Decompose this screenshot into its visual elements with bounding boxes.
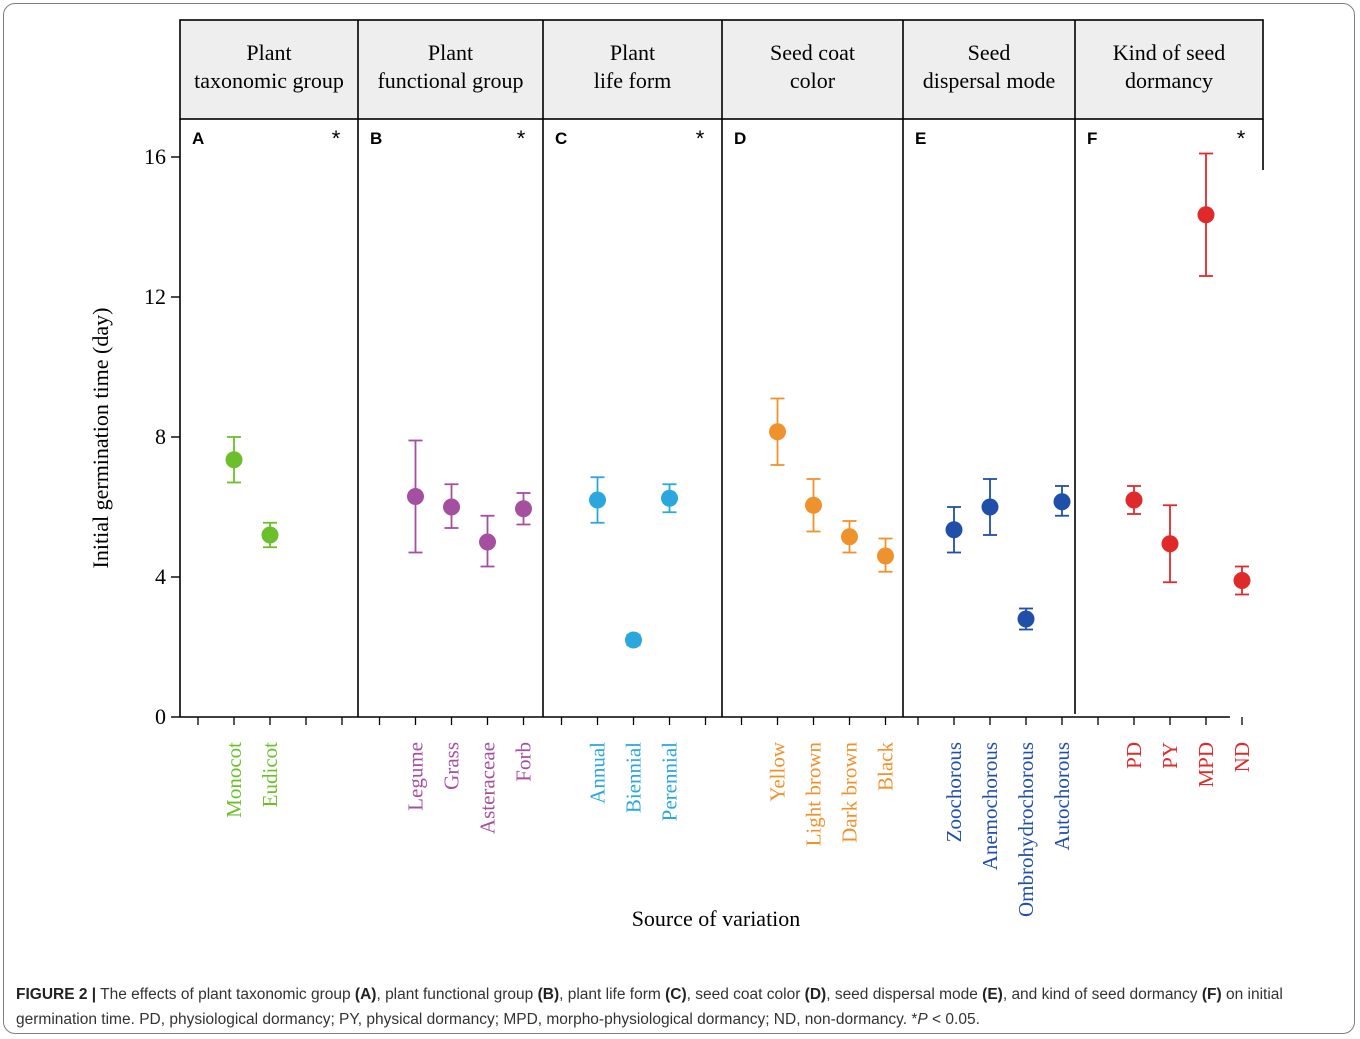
- y-tick-label: 4: [155, 564, 166, 589]
- category-label: Ombrohydrochorous: [1014, 742, 1038, 917]
- panel-header-line2: life form: [594, 68, 672, 93]
- panel-header-line1: Seed coat: [770, 40, 855, 65]
- caption-segment: , plant functional group: [376, 986, 538, 1003]
- category-label: ND: [1230, 742, 1254, 772]
- category-label: Autochorous: [1050, 742, 1074, 851]
- category-label: Forb: [512, 742, 536, 782]
- figure-caption: FIGURE 2 | The effects of plant taxonomi…: [16, 982, 1344, 1032]
- y-tick-label: 8: [155, 424, 166, 449]
- caption-segment: (F): [1201, 986, 1222, 1003]
- data-point: [515, 500, 532, 518]
- panel-header-line2: functional group: [377, 68, 523, 93]
- data-point: [945, 521, 963, 539]
- panel-header-line1: Plant: [246, 40, 291, 65]
- data-point: [877, 547, 894, 565]
- caption-segment: (D): [804, 986, 827, 1003]
- category-label: Black: [874, 742, 898, 791]
- category-label: Biennial: [622, 742, 646, 813]
- panel-header-line1: Kind of seed: [1113, 40, 1225, 65]
- category-label: Zoochorous: [942, 742, 966, 842]
- data-point: [225, 451, 243, 469]
- y-tick-label: 0: [155, 704, 166, 729]
- figure-frame: [3, 3, 1355, 1034]
- caption-segment: , seed coat color: [686, 986, 805, 1003]
- panel-header-line2: taxonomic group: [194, 68, 344, 93]
- data-point: [443, 498, 460, 516]
- panel-header-line2: color: [790, 68, 836, 93]
- data-point: [1197, 206, 1215, 224]
- data-point: [261, 526, 279, 544]
- significance-star: *: [1237, 126, 1246, 151]
- category-label: Yellow: [766, 741, 790, 802]
- panel-header-line1: Plant: [610, 40, 655, 65]
- panel-letter: C: [555, 129, 567, 148]
- panel-header-line2: dormancy: [1125, 68, 1213, 93]
- panel-letter: A: [192, 129, 204, 148]
- data-point: [1053, 493, 1071, 511]
- category-label: Dark brown: [838, 742, 862, 843]
- category-label: Perennial: [658, 742, 682, 821]
- data-point: [407, 488, 424, 505]
- caption-segment: , seed dispersal mode: [826, 986, 983, 1003]
- caption-figure-label: FIGURE 2 |: [16, 986, 97, 1003]
- caption-segment: , and kind of seed dormancy: [1002, 986, 1202, 1003]
- caption-body: The effects of plant taxonomic group (A)…: [16, 986, 1283, 1028]
- data-point: [841, 528, 858, 546]
- panel-letter: E: [915, 129, 926, 148]
- data-point: [1161, 535, 1179, 553]
- significance-star: *: [696, 126, 705, 151]
- category-label: PD: [1122, 742, 1146, 769]
- caption-segment: , plant life form: [559, 986, 666, 1003]
- caption-segment: on initial germination time. PD, physiol…: [16, 986, 1283, 1028]
- x-axis-label: Source of variation: [632, 906, 801, 931]
- panel-letter: F: [1087, 129, 1097, 148]
- data-point: [1017, 610, 1035, 628]
- data-point: [479, 533, 496, 551]
- category-label: Annual: [586, 742, 610, 804]
- category-label: Light brown: [802, 742, 826, 847]
- caption-segment: (C): [665, 986, 687, 1003]
- category-label: PY: [1158, 742, 1182, 769]
- panel-header-line2: dispersal mode: [923, 68, 1056, 93]
- y-tick-label: 12: [144, 284, 166, 309]
- data-point: [769, 423, 786, 441]
- category-label: Legume: [404, 742, 428, 811]
- y-axis-label: Initial germination time (day): [88, 308, 113, 569]
- category-label: Anemochorous: [978, 742, 1002, 870]
- category-label: Eudicot: [258, 742, 282, 807]
- germination-chart: 0 4 8 12 16 Initial germination time (day) Sou…: [88, 19, 1264, 931]
- caption-segment: < 0.05.: [927, 1011, 980, 1028]
- panel-letter: B: [370, 129, 382, 148]
- panel-letter: D: [734, 129, 746, 148]
- data-point: [805, 496, 822, 514]
- category-label: Asteraceae: [476, 742, 500, 834]
- category-label: MPD: [1194, 742, 1218, 788]
- panel-header-line1: Seed: [968, 40, 1011, 65]
- panel-header-line1: Plant: [428, 40, 473, 65]
- caption-segment: (B): [537, 986, 560, 1003]
- caption-segment: P: [917, 1011, 928, 1028]
- significance-star: *: [517, 126, 526, 151]
- y-tick-label: 16: [144, 144, 166, 169]
- significance-star: *: [332, 126, 341, 151]
- caption-segment: The effects of plant taxonomic group: [96, 986, 355, 1003]
- data-point: [1233, 572, 1251, 589]
- category-label: Grass: [440, 742, 464, 790]
- data-point: [981, 498, 999, 516]
- caption-segment: (E): [982, 986, 1003, 1003]
- category-label: Monocot: [222, 742, 246, 818]
- data-point: [589, 491, 606, 509]
- data-point: [625, 631, 642, 649]
- data-point: [661, 489, 678, 507]
- caption-segment: (A): [354, 986, 377, 1003]
- data-point: [1125, 491, 1143, 509]
